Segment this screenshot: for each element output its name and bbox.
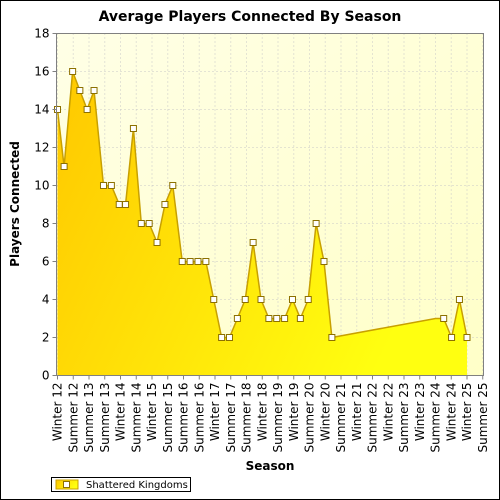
data-point xyxy=(60,163,68,170)
data-point xyxy=(304,296,312,303)
y-tick-label: 10 xyxy=(34,179,49,193)
x-tick-label: Summer 15 xyxy=(161,383,175,453)
legend-marker xyxy=(63,481,70,488)
x-tick-label: Summer 13 xyxy=(98,383,112,453)
data-point xyxy=(115,201,123,208)
data-point xyxy=(281,315,289,322)
x-tick-label: Summer 16 xyxy=(192,383,206,453)
x-tick-label: Summer 16 xyxy=(177,383,191,453)
x-tick-label: Winter 14 xyxy=(114,383,128,442)
x-tick-label: Winter 21 xyxy=(350,383,364,442)
y-tick-label: 4 xyxy=(42,293,50,307)
x-tick-label: Winter 23 xyxy=(413,383,427,442)
x-axis: Winter 12 Summer 12 Summer 13 Summer 13 Wint… xyxy=(51,375,490,453)
data-point xyxy=(312,220,320,227)
data-point xyxy=(186,258,194,265)
x-tick-label: Summer 23 xyxy=(397,383,411,453)
data-point xyxy=(161,201,169,208)
data-point xyxy=(122,201,130,208)
data-point xyxy=(129,125,137,132)
x-tick-label: Summer 22 xyxy=(366,383,380,453)
x-tick-label: Winter 17 xyxy=(208,383,222,442)
x-tick-label: Summer 25 xyxy=(476,383,490,453)
data-points xyxy=(54,68,471,341)
x-tick-label: Summer 14 xyxy=(129,383,143,453)
data-point xyxy=(107,182,115,189)
y-tick-label: 8 xyxy=(42,217,50,231)
y-tick-label: 6 xyxy=(42,255,50,269)
data-point xyxy=(90,87,98,94)
x-tick-label: Summer 21 xyxy=(334,383,348,453)
data-point xyxy=(99,182,107,189)
x-tick-label: Winter 15 xyxy=(145,383,159,442)
x-tick-label: Winter 24 xyxy=(444,383,458,442)
x-tick-label: Summer 20 xyxy=(303,383,317,453)
chart-title: Average Players Connected By Season xyxy=(99,9,402,25)
data-point xyxy=(241,296,249,303)
data-point xyxy=(153,239,161,246)
data-point xyxy=(210,296,218,303)
data-point xyxy=(145,220,153,227)
x-tick-label: Winter 19 xyxy=(287,383,301,442)
data-point xyxy=(83,106,91,113)
x-tick-label: Summer 12 xyxy=(66,383,80,453)
x-tick-label: Winter 25 xyxy=(460,383,474,442)
y-axis: 0 2 4 6 8 10 12 14 16 18 xyxy=(34,27,57,383)
legend: Shattered Kingdoms xyxy=(51,477,191,492)
y-tick-label: 16 xyxy=(34,65,49,79)
legend-box xyxy=(51,477,191,492)
data-point xyxy=(448,334,456,341)
x-tick-label: Summer 18 xyxy=(240,383,254,453)
data-point xyxy=(440,315,448,322)
y-tick-label: 12 xyxy=(34,141,49,155)
x-tick-label: Summer 13 xyxy=(82,383,96,453)
data-point xyxy=(455,296,463,303)
data-point xyxy=(76,87,84,94)
data-point xyxy=(233,315,241,322)
data-point xyxy=(202,258,210,265)
data-point xyxy=(225,334,233,341)
x-tick-label: Winter 12 xyxy=(51,383,65,442)
x-tick-label: Summer 17 xyxy=(224,383,238,453)
y-tick-label: 14 xyxy=(34,103,49,117)
y-tick-label: 2 xyxy=(42,331,50,345)
x-tick-label: Winter 18 xyxy=(255,383,269,442)
data-point xyxy=(249,239,257,246)
data-point xyxy=(463,334,471,341)
data-point xyxy=(288,296,296,303)
y-tick-label: 0 xyxy=(42,369,50,383)
y-tick-label: 18 xyxy=(34,27,49,41)
data-point xyxy=(328,334,336,341)
data-point xyxy=(69,68,77,75)
data-point xyxy=(296,315,304,322)
data-point xyxy=(273,315,281,322)
y-axis-title: Players Connected xyxy=(8,141,22,267)
plot-border xyxy=(56,33,484,376)
data-point xyxy=(194,258,202,265)
x-tick-label: Winter 22 xyxy=(381,383,395,442)
x-tick-label: Summer 19 xyxy=(271,383,285,453)
data-point xyxy=(137,220,145,227)
legend-series-label: Shattered Kingdoms xyxy=(86,480,188,491)
data-point xyxy=(320,258,328,265)
data-point xyxy=(169,182,177,189)
data-point xyxy=(265,315,273,322)
x-tick-label: Winter 20 xyxy=(318,383,332,442)
data-point xyxy=(257,296,265,303)
x-axis-title: Season xyxy=(246,459,295,473)
data-point xyxy=(218,334,226,341)
series-area-fill xyxy=(57,71,467,376)
data-point xyxy=(178,258,186,265)
x-tick-label: Summer 24 xyxy=(429,383,443,453)
